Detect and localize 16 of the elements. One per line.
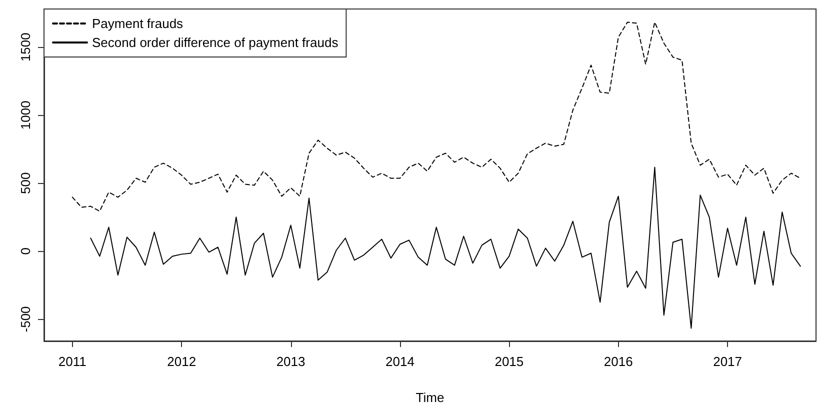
x-tick-label: 2012 xyxy=(167,354,196,369)
line-series xyxy=(90,166,801,329)
x-tick-label: 2017 xyxy=(713,354,742,369)
x-tick-label: 2013 xyxy=(276,354,306,369)
x-tick-label: 2015 xyxy=(494,354,524,369)
y-tick-label: 1500 xyxy=(18,32,33,62)
x-tick-label: 2014 xyxy=(386,354,414,369)
legend-label: Second order difference of payment frauds xyxy=(92,35,339,50)
y-tick-label: 0 xyxy=(18,248,33,255)
y-tick-label: 500 xyxy=(18,172,33,194)
legend-label: Payment frauds xyxy=(92,16,184,31)
x-tick-label: 2011 xyxy=(58,354,86,369)
x-tick-label: 2016 xyxy=(604,354,633,369)
x-axis-title: Time xyxy=(416,390,444,405)
y-tick-label: 1000 xyxy=(18,100,33,130)
y-tick-label: -500 xyxy=(18,306,33,332)
